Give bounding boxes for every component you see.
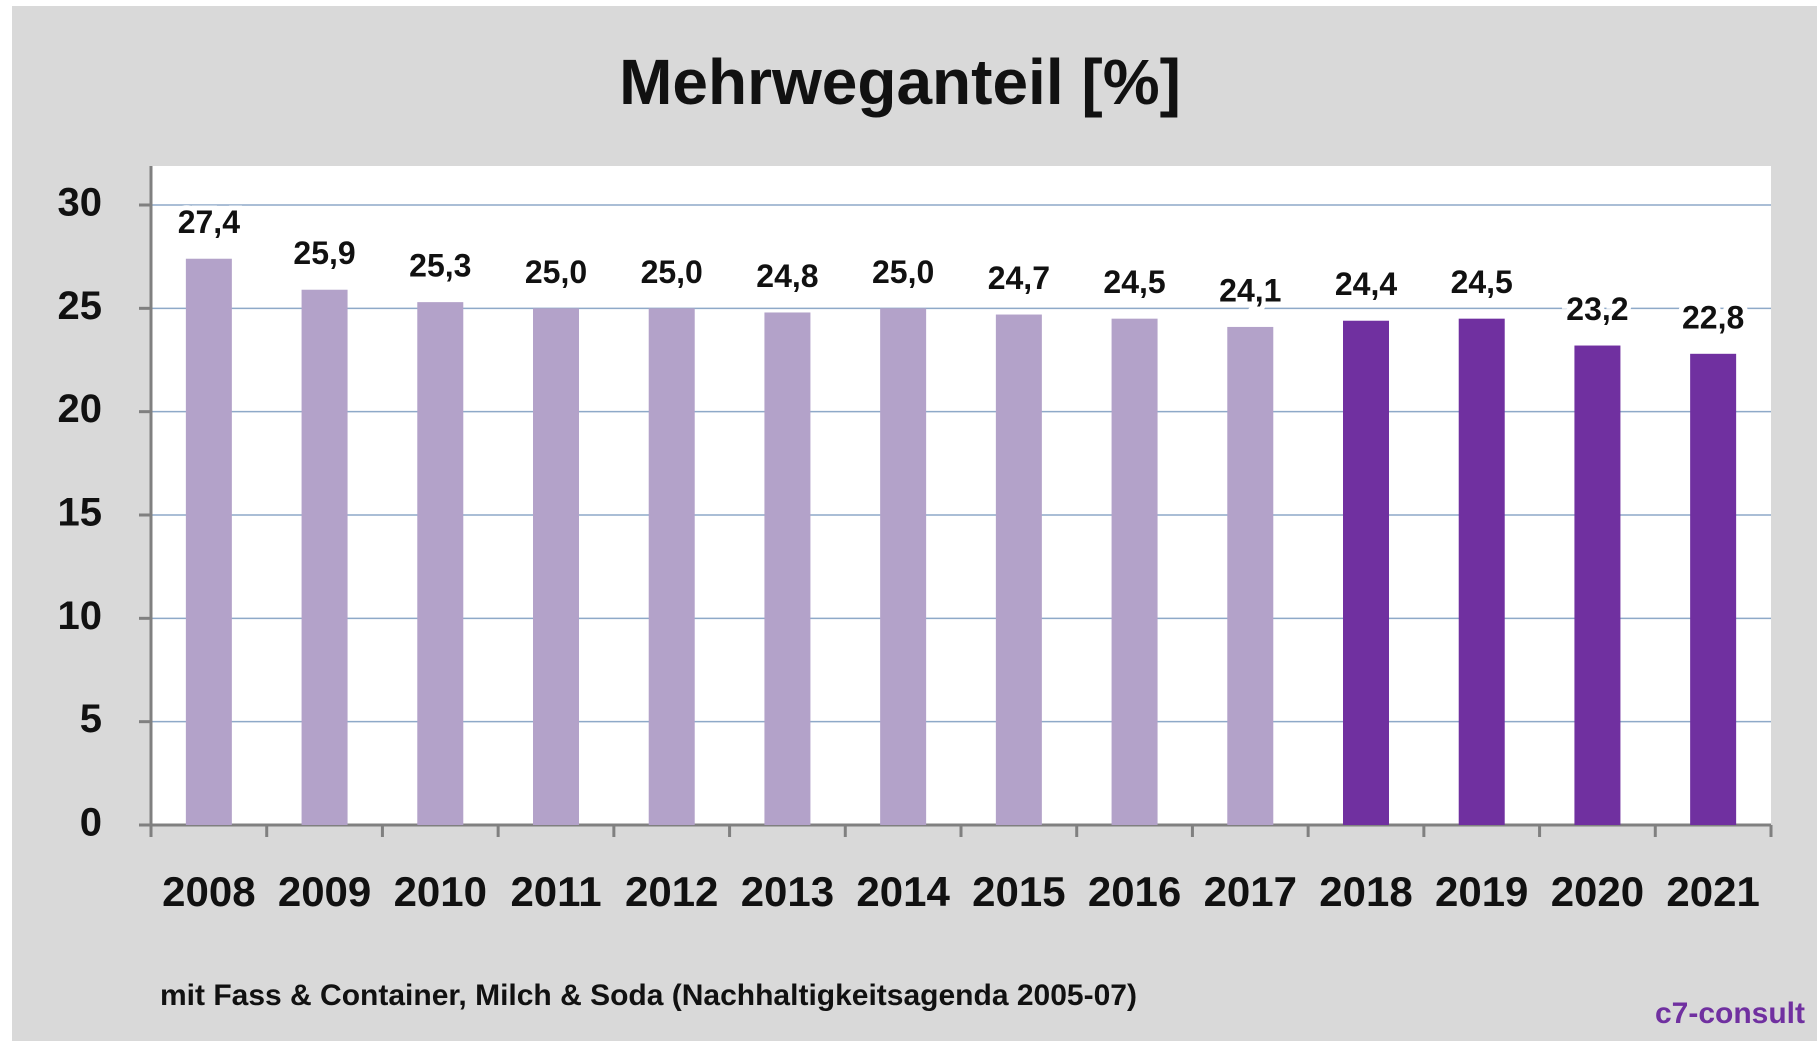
bar	[417, 302, 464, 826]
y-tick-label: 30	[58, 181, 103, 225]
bar	[1574, 345, 1621, 825]
value-label: 24,5	[1103, 264, 1165, 300]
bar	[1343, 320, 1389, 825]
bar	[1227, 326, 1274, 825]
chart-title: Mehrweganteil [%]	[619, 46, 1181, 118]
y-tick-label: 5	[80, 697, 102, 741]
y-tick-label: 15	[58, 491, 103, 535]
value-label: 25,0	[641, 254, 703, 290]
value-label: 24,4	[1335, 266, 1397, 302]
value-label: 23,2	[1566, 291, 1628, 327]
bar	[1111, 318, 1158, 825]
bar	[301, 289, 348, 825]
x-tick-label: 2015	[972, 868, 1065, 915]
x-tick-label: 2014	[856, 868, 950, 915]
y-tick-label: 10	[58, 594, 103, 638]
bar	[1458, 318, 1505, 825]
value-label: 24,7	[988, 260, 1050, 296]
x-tick-label: 2012	[625, 868, 718, 915]
bar	[648, 308, 695, 825]
x-tick-label: 2011	[510, 868, 601, 915]
logo: c7-consult	[1655, 997, 1805, 1030]
bar	[764, 312, 811, 825]
value-label: 24,8	[756, 258, 818, 294]
y-tick-label: 25	[58, 284, 103, 328]
x-tick-label: 2020	[1551, 868, 1644, 915]
value-label: 25,0	[872, 254, 934, 290]
bar	[533, 308, 579, 825]
value-label: 24,5	[1451, 264, 1513, 300]
footnote: mit Fass & Container, Milch & Soda (Nach…	[160, 979, 1137, 1012]
plot-area	[151, 166, 1771, 825]
x-tick-label: 2016	[1088, 868, 1181, 915]
x-tick-label: 2018	[1319, 868, 1412, 915]
x-tick-label: 2010	[394, 868, 487, 915]
value-label: 22,8	[1682, 299, 1744, 335]
x-tick-label: 2009	[278, 868, 371, 915]
value-label: 25,3	[409, 248, 471, 284]
bar	[880, 308, 927, 825]
bar	[1690, 353, 1737, 825]
value-label: 25,0	[525, 254, 587, 290]
value-label: 25,9	[293, 235, 355, 271]
y-tick-label: 20	[58, 387, 103, 431]
x-tick-label: 2021	[1666, 868, 1759, 915]
y-tick-label: 0	[80, 801, 102, 845]
x-tick-label: 2008	[162, 868, 255, 915]
value-label: 24,1	[1219, 272, 1281, 308]
x-tick-label: 2013	[741, 868, 834, 915]
x-tick-label: 2017	[1204, 868, 1297, 915]
bar	[995, 314, 1042, 825]
value-label: 27,4	[178, 204, 240, 240]
x-tick-label: 2019	[1435, 868, 1528, 915]
bar	[185, 258, 232, 825]
